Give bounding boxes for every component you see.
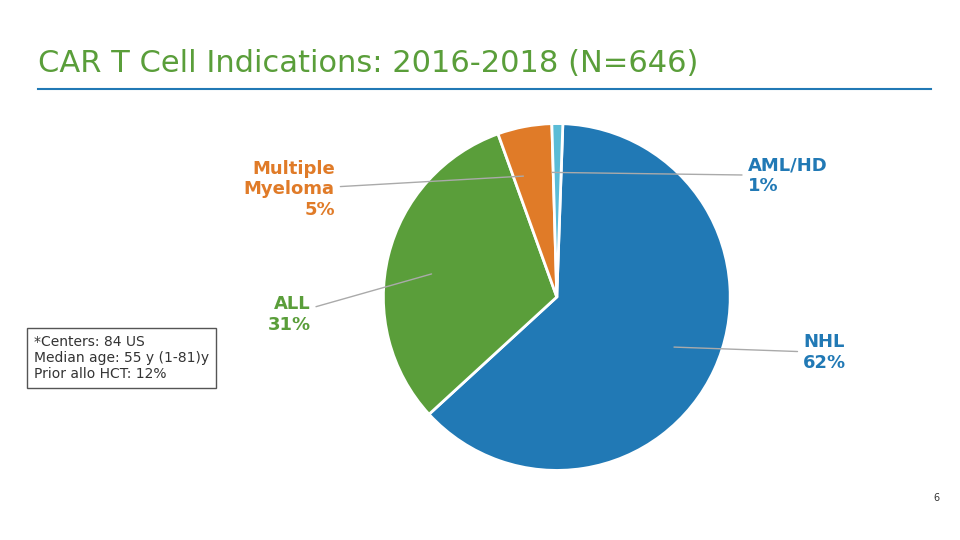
Text: 6: 6 xyxy=(933,493,939,503)
Text: ALL
31%: ALL 31% xyxy=(268,274,432,334)
Text: *Centers: 84 US
Median age: 55 y (1-81)y
Prior allo HCT: 12%: *Centers: 84 US Median age: 55 y (1-81)y… xyxy=(34,335,208,381)
Wedge shape xyxy=(498,124,557,297)
Text: CAR T Cell Indications: 2016-2018 (N=646): CAR T Cell Indications: 2016-2018 (N=646… xyxy=(38,49,699,78)
Text: NHL
62%: NHL 62% xyxy=(674,333,846,372)
Wedge shape xyxy=(383,134,557,414)
Text: TRAINING & DEVELOPMENT  |  6: TRAINING & DEVELOPMENT | 6 xyxy=(700,509,889,520)
Text: AML/HD
1%: AML/HD 1% xyxy=(552,156,828,195)
Wedge shape xyxy=(552,124,563,297)
Wedge shape xyxy=(429,124,731,470)
Text: Multiple
Myeloma
5%: Multiple Myeloma 5% xyxy=(244,160,523,219)
